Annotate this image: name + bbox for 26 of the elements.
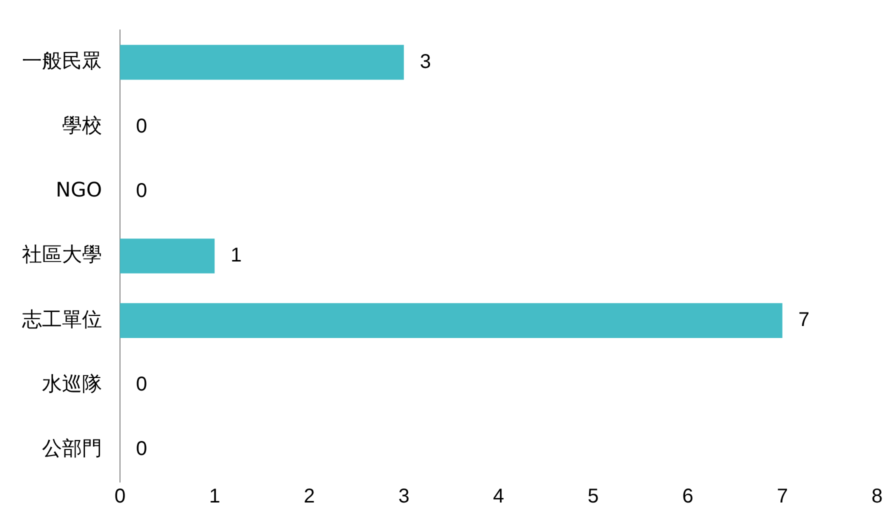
data-label: 0 [136, 438, 148, 460]
x-tick-label: 0 [114, 486, 126, 508]
y-tick-label: 社區大學 [22, 242, 102, 266]
x-tick-label: 1 [209, 486, 220, 508]
bar [120, 44, 404, 80]
x-tick-label: 3 [398, 486, 410, 508]
y-tick-label: 水巡隊 [42, 371, 102, 396]
x-tick-label: 8 [871, 486, 883, 508]
data-label: 0 [136, 115, 148, 138]
bar [120, 238, 215, 274]
data-label: 0 [136, 180, 148, 202]
data-label: 7 [798, 309, 810, 332]
y-tick-label: 一般民眾 [22, 48, 102, 72]
y-tick-label: NGO [56, 178, 102, 202]
data-label: 3 [420, 50, 431, 73]
data-label: 0 [136, 374, 148, 396]
bar [120, 303, 782, 338]
y-tick-label: 學校 [62, 113, 102, 138]
y-tick-label: 公部門 [42, 436, 102, 460]
x-tick-label: 4 [492, 486, 504, 508]
y-tick-label: 志工單位 [22, 306, 102, 331]
x-tick-label: 6 [682, 486, 694, 508]
x-tick-label: 5 [588, 486, 599, 508]
x-tick-label: 7 [776, 486, 788, 508]
data-label: 1 [230, 244, 242, 267]
x-tick-label: 2 [304, 486, 315, 508]
